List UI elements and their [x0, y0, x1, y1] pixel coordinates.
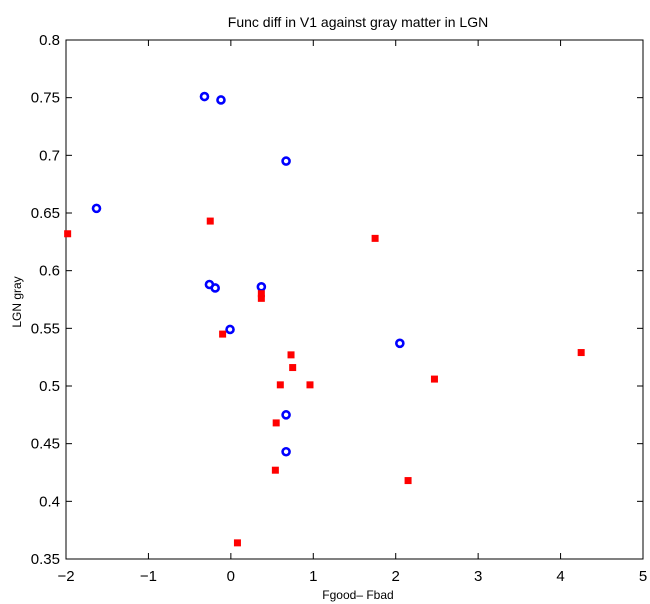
data-point-square	[272, 419, 280, 427]
data-point-square	[371, 234, 379, 242]
data-point-square	[577, 349, 585, 357]
data-point-square	[233, 539, 241, 547]
y-axis-label: LGN gray	[10, 276, 24, 327]
data-point-square	[257, 294, 265, 302]
x-tick-label: 5	[639, 568, 647, 585]
data-point-square	[289, 364, 297, 372]
y-tick-label: 0.6	[39, 263, 60, 280]
data-point-square	[306, 381, 314, 389]
data-point-square	[271, 466, 279, 474]
y-tick-label: 0.5	[39, 378, 60, 395]
data-point-circle	[91, 203, 102, 214]
y-tick-label: 0.55	[31, 320, 60, 337]
y-tick-label: 0.7	[39, 147, 60, 164]
data-point-circle	[256, 282, 267, 292]
data-point-square	[287, 351, 295, 359]
x-tick-label: 4	[556, 568, 564, 585]
data-point-square	[404, 477, 412, 485]
x-tick-label: −2	[57, 568, 74, 585]
data-point-circle	[199, 91, 210, 102]
data-point-circle	[281, 156, 291, 166]
y-tick-label: 0.8	[39, 32, 60, 49]
data-point-square	[257, 290, 265, 298]
data-point-circle	[281, 446, 291, 457]
x-tick-label: −1	[140, 568, 157, 585]
x-tick-label: 1	[309, 568, 317, 585]
data-point-square	[206, 217, 214, 225]
x-tick-label: 0	[227, 568, 235, 585]
y-tick-label: 0.4	[39, 493, 60, 510]
plot-frame	[65, 39, 644, 560]
data-point-square	[64, 230, 72, 238]
data-point-circle	[395, 338, 405, 349]
data-point-circle	[225, 324, 235, 335]
plot-area: −2 −1 0 1 2 3 4 5 0.35 0.4 0.45 0.5 0.55 0.6 0.65 0.7 0.…	[31, 32, 647, 585]
y-tick-label: 0.75	[31, 90, 60, 107]
x-axis-label: Fgood– Fbad	[322, 588, 393, 602]
x-tick-label: 3	[474, 568, 482, 585]
data-point-circle	[281, 410, 291, 420]
data-point-square	[219, 330, 227, 338]
data-point-square	[430, 375, 438, 383]
x-tick-label: 2	[392, 568, 400, 585]
y-tick-label: 0.65	[31, 205, 60, 222]
chart-title: Func diff in V1 against gray matter in L…	[228, 14, 488, 30]
y-tick-label: 0.45	[31, 436, 60, 453]
data-point-square	[276, 381, 284, 389]
y-tick-label: 0.35	[31, 551, 60, 568]
data-point-circle	[216, 95, 226, 105]
data-point-circle	[210, 283, 220, 293]
